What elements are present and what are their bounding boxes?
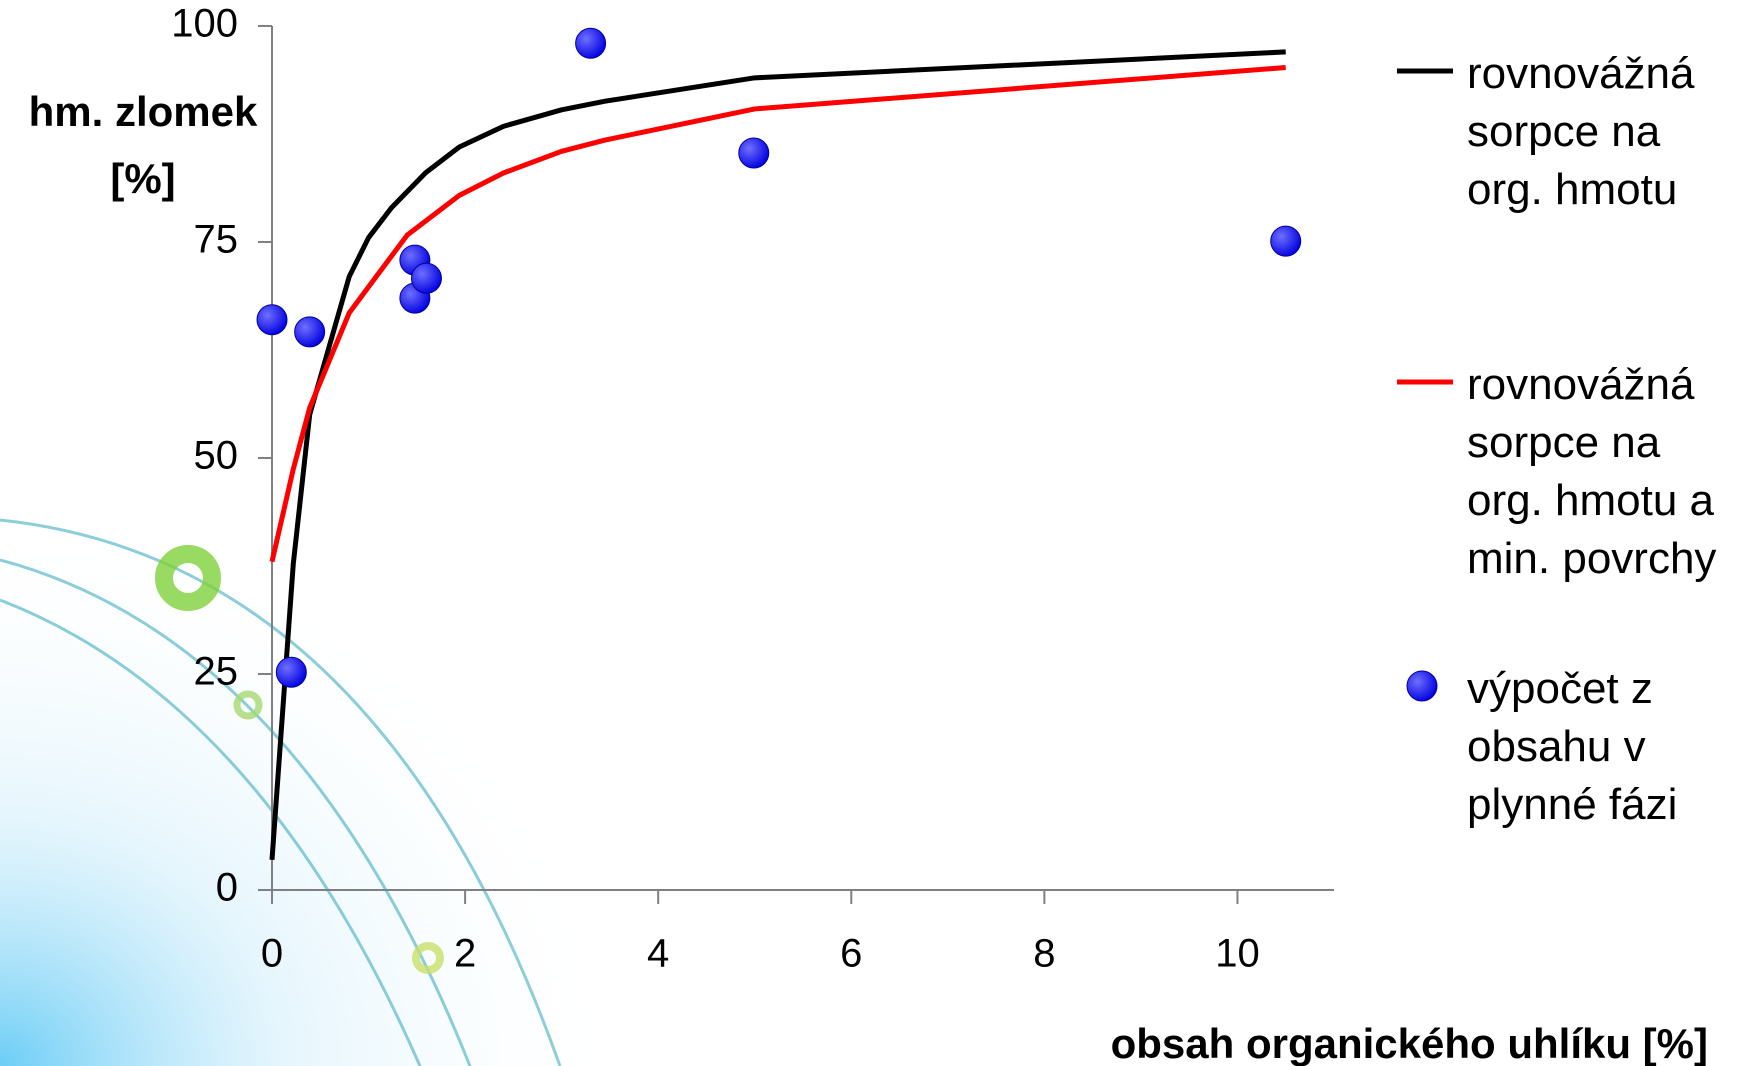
data-point <box>410 262 442 294</box>
y-tick-label: 25 <box>194 650 239 694</box>
x-tick-label: 6 <box>840 932 862 976</box>
data-point <box>575 27 607 59</box>
legend-label: výpočet z obsahu v plynné fázi <box>1467 664 1678 829</box>
data-point <box>738 137 770 169</box>
legend-marker <box>1406 670 1438 702</box>
x-axis-title: obsah organického uhlíku [%] <box>1110 1020 1708 1066</box>
y-tick-label: 50 <box>194 434 239 478</box>
x-tick-label: 10 <box>1215 932 1260 976</box>
y-tick-label: 100 <box>171 2 238 46</box>
data-point <box>256 304 288 336</box>
y-axis-title: hm. zlomek [%] <box>28 88 258 202</box>
background-decoration <box>0 450 700 1066</box>
line-series <box>269 64 1286 563</box>
data-point <box>1270 225 1302 257</box>
x-tick-label: 8 <box>1033 932 1055 976</box>
x-tick-label: 0 <box>261 932 283 976</box>
y-tick-label: 75 <box>194 218 239 262</box>
data-point <box>294 316 326 348</box>
legend-label: rovnovážná sorpce na org. hmotu a min. p… <box>1467 360 1717 583</box>
legend-label: rovnovážná sorpce na org. hmotu <box>1467 49 1695 214</box>
data-point <box>275 656 307 688</box>
decor-rings <box>155 545 444 974</box>
x-tick-label: 4 <box>647 932 669 976</box>
y-tick-label: 0 <box>216 866 238 910</box>
x-tick-label: 2 <box>454 932 476 976</box>
